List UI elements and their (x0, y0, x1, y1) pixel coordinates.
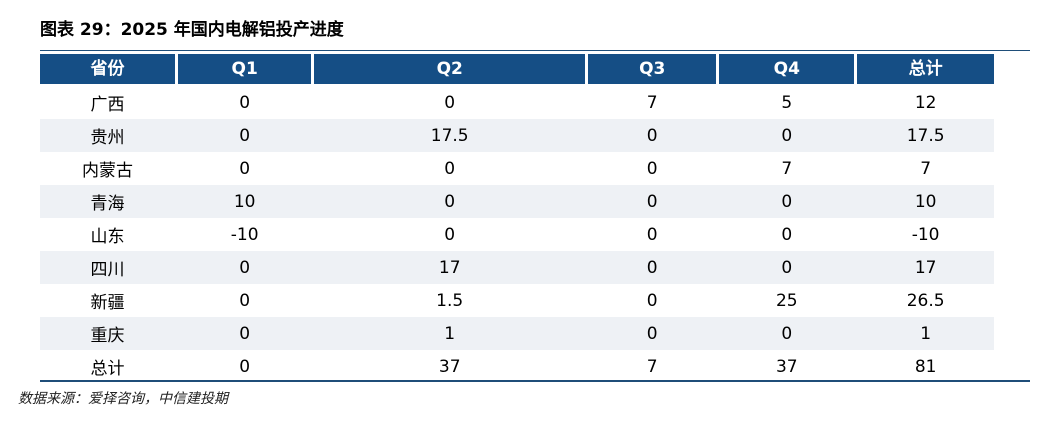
cell-q1: 0 (239, 125, 251, 146)
cell-q4: 0 (781, 257, 793, 278)
cell-q3: 0 (646, 224, 658, 245)
table-row: 四川 0 17 0 0 17 (40, 251, 994, 284)
cell-q4: 5 (781, 92, 793, 113)
cell-q4: 0 (781, 323, 793, 344)
cell-q1: 0 (239, 92, 251, 113)
cell-q3: 0 (646, 125, 658, 146)
cell-province: 新疆 (90, 293, 125, 313)
top-divider (40, 50, 1030, 51)
cell-q4: 37 (775, 356, 798, 377)
table-row: 内蒙古 0 0 0 7 7 (40, 152, 994, 185)
cell-q3: 0 (646, 290, 658, 311)
data-table: 省份 Q1 Q2 Q3 Q4 总计 广西 0 0 7 5 12 贵州 0 17.5 0 0 17.5 内… (40, 54, 994, 383)
page-title: 图表 29：2025 年国内电解铝投产进度 (40, 20, 344, 40)
cell-q4: 0 (781, 125, 793, 146)
cell-q1: 0 (239, 257, 251, 278)
cell-q2: 37 (438, 356, 461, 377)
cell-total: 26.5 (906, 290, 945, 311)
cell-q1: 0 (239, 323, 251, 344)
cell-province: 四川 (90, 260, 125, 280)
cell-q2: 0 (444, 158, 456, 179)
cell-q3: 7 (646, 92, 658, 113)
table-row: 重庆 0 1 0 0 1 (40, 317, 994, 350)
cell-total: 7 (920, 158, 932, 179)
cell-q1: -10 (230, 224, 259, 245)
cell-q3: 0 (646, 191, 658, 212)
cell-province: 总计 (90, 359, 125, 379)
cell-q1: 10 (233, 191, 256, 212)
table-row: 山东 -10 0 0 0 -10 (40, 218, 994, 251)
header-q1: Q1 (178, 54, 312, 84)
cell-total: 17 (914, 257, 937, 278)
table-row: 新疆 0 1.5 0 25 26.5 (40, 284, 994, 317)
bottom-divider (40, 380, 1030, 382)
cell-total: 17.5 (906, 125, 945, 146)
table-body: 广西 0 0 7 5 12 贵州 0 17.5 0 0 17.5 内蒙古 0 0 0 7 7 青海 10 0 0 0 10 山东… (40, 86, 994, 383)
header-q3: Q3 (588, 54, 717, 84)
cell-q2: 0 (444, 224, 456, 245)
cell-q4: 0 (781, 224, 793, 245)
cell-province: 山东 (90, 227, 125, 247)
cell-q2: 1 (444, 323, 456, 344)
cell-province: 广西 (90, 95, 125, 115)
cell-q1: 0 (239, 158, 251, 179)
cell-total: 81 (914, 356, 937, 377)
cell-q2: 17.5 (430, 125, 469, 146)
cell-q4: 25 (775, 290, 798, 311)
cell-province: 内蒙古 (82, 161, 133, 181)
cell-total: -10 (911, 224, 940, 245)
cell-q4: 0 (781, 191, 793, 212)
source-note: 数据来源：爱择咨询，中信建投期 (18, 391, 228, 407)
cell-q2: 0 (444, 92, 456, 113)
cell-total: 12 (914, 92, 937, 113)
table-header-row: 省份 Q1 Q2 Q3 Q4 总计 (40, 54, 994, 84)
cell-q4: 7 (781, 158, 793, 179)
cell-province: 贵州 (90, 128, 125, 148)
cell-q3: 0 (646, 257, 658, 278)
cell-province: 青海 (90, 194, 125, 214)
cell-total: 1 (920, 323, 932, 344)
table-row: 贵州 0 17.5 0 0 17.5 (40, 119, 994, 152)
cell-q2: 0 (444, 191, 456, 212)
cell-q3: 7 (646, 356, 658, 377)
cell-province: 重庆 (90, 326, 125, 346)
header-q4: Q4 (719, 54, 855, 84)
table-row: 青海 10 0 0 0 10 (40, 185, 994, 218)
table-row: 总计 0 37 7 37 81 (40, 350, 994, 383)
cell-q3: 0 (646, 158, 658, 179)
cell-q2: 1.5 (436, 290, 464, 311)
cell-q2: 17 (438, 257, 461, 278)
cell-q1: 0 (239, 290, 251, 311)
table-row: 广西 0 0 7 5 12 (40, 86, 994, 119)
header-q2: Q2 (314, 54, 586, 84)
cell-q3: 0 (646, 323, 658, 344)
cell-total: 10 (914, 191, 937, 212)
header-province: 省份 (40, 54, 175, 84)
header-total: 总计 (857, 54, 994, 84)
cell-q1: 0 (239, 356, 251, 377)
